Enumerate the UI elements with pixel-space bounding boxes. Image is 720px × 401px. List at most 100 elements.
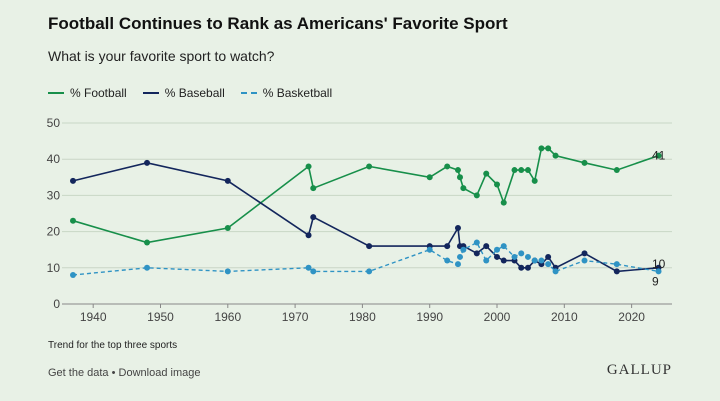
basketball-point <box>531 257 538 264</box>
legend-label-basketball: % Basketball <box>262 86 333 100</box>
basketball-end-label: 9 <box>652 274 659 288</box>
basketball-point <box>70 272 76 279</box>
baseball-end-label: 10 <box>652 257 666 271</box>
y-tick-label: 0 <box>53 297 60 311</box>
basketball-point <box>500 243 507 250</box>
x-tick-label: 1990 <box>416 310 443 324</box>
baseball-point <box>70 177 76 184</box>
baseball-point <box>454 224 461 231</box>
basketball-line <box>72 241 659 276</box>
basketball-point <box>538 257 545 264</box>
legend-item-basketball: % Basketball <box>240 86 333 100</box>
football-point <box>310 185 317 192</box>
football-point <box>545 145 552 152</box>
y-tick-label: 50 <box>47 116 61 130</box>
legend-swatch-football <box>48 92 64 94</box>
baseball-point <box>366 243 373 250</box>
baseball-point <box>310 214 317 221</box>
football-point <box>305 163 312 170</box>
y-tick-label: 40 <box>47 152 61 166</box>
basketball-point <box>456 253 463 260</box>
basketball-point <box>552 268 559 275</box>
basketball-point <box>511 253 518 260</box>
basketball-point <box>444 257 451 264</box>
basketball-point <box>494 246 501 253</box>
baseball-point <box>305 232 312 239</box>
basketball-point <box>518 250 525 257</box>
football-point <box>366 163 373 170</box>
chart-note: Trend for the top three sports <box>48 340 178 351</box>
baseball-point <box>524 264 531 271</box>
legend-swatch-basketball <box>240 92 257 94</box>
chart-subtitle: What is your favorite sport to watch? <box>48 48 275 64</box>
football-point <box>454 167 461 174</box>
football-point <box>538 145 545 152</box>
basketball-point <box>366 268 373 275</box>
baseball-point <box>144 159 151 166</box>
football-point <box>552 152 559 159</box>
baseball-point <box>224 177 231 184</box>
download-image-link[interactable]: Download image <box>118 367 201 379</box>
get-data-link[interactable]: Get the data <box>48 367 109 379</box>
legend-item-football: % Football <box>48 86 127 100</box>
x-tick-label: 1940 <box>80 310 107 324</box>
baseball-point <box>473 250 480 257</box>
football-point <box>224 224 231 231</box>
baseball-point <box>500 257 507 264</box>
basketball-point <box>224 268 231 275</box>
basketball-point <box>581 257 588 264</box>
football-point <box>483 170 490 177</box>
football-point <box>581 159 588 166</box>
football-end-label: 41 <box>652 149 666 163</box>
basketball-point <box>655 268 662 275</box>
x-tick-label: 1970 <box>282 310 309 324</box>
legend-swatch-baseball <box>142 92 159 94</box>
basketball-point <box>305 264 312 271</box>
y-tick-label: 20 <box>47 225 61 239</box>
basketball-point <box>613 261 620 268</box>
football-point <box>460 185 467 192</box>
football-point <box>500 199 507 206</box>
football-point <box>511 167 518 174</box>
basketball-point <box>454 261 461 268</box>
x-tick-label: 2000 <box>484 310 511 324</box>
baseball-point <box>518 264 525 271</box>
y-tick-label: 10 <box>47 261 61 275</box>
legend-label-baseball: % Baseball <box>164 86 225 100</box>
basketball-point <box>524 253 531 260</box>
footer-separator: • <box>111 367 116 379</box>
football-point <box>473 192 480 199</box>
footer-links: Get the data • Download image <box>48 367 200 379</box>
legend-item-baseball: % Baseball <box>142 86 225 100</box>
football-point <box>494 181 501 188</box>
football-point <box>518 167 525 174</box>
x-tick-label: 1960 <box>214 310 241 324</box>
basketball-point <box>473 239 480 246</box>
basketball-point <box>483 257 490 264</box>
football-point <box>531 177 538 184</box>
football-point <box>444 163 451 170</box>
baseball-point <box>483 243 490 250</box>
chart-title: Football Continues to Rank as Americans'… <box>48 14 508 33</box>
baseball-point <box>613 268 620 275</box>
football-point <box>70 217 76 224</box>
basketball-point <box>310 268 317 275</box>
football-point <box>426 174 433 181</box>
basketball-point <box>545 261 552 268</box>
x-tick-label: 2020 <box>618 310 645 324</box>
basketball-point <box>460 246 467 253</box>
legend: % Football % Baseball % Basketball <box>48 86 332 100</box>
football-point <box>655 152 662 159</box>
baseball-point <box>581 250 588 257</box>
football-point <box>456 174 463 181</box>
basketball-point <box>144 264 151 271</box>
x-tick-label: 1980 <box>349 310 376 324</box>
baseball-point <box>545 253 552 260</box>
football-point <box>144 239 151 246</box>
legend-label-football: % Football <box>70 86 127 100</box>
basketball-point <box>426 246 433 253</box>
football-point <box>613 167 620 174</box>
y-tick-label: 30 <box>47 188 61 202</box>
gallup-logo: GALLUP <box>606 362 672 378</box>
